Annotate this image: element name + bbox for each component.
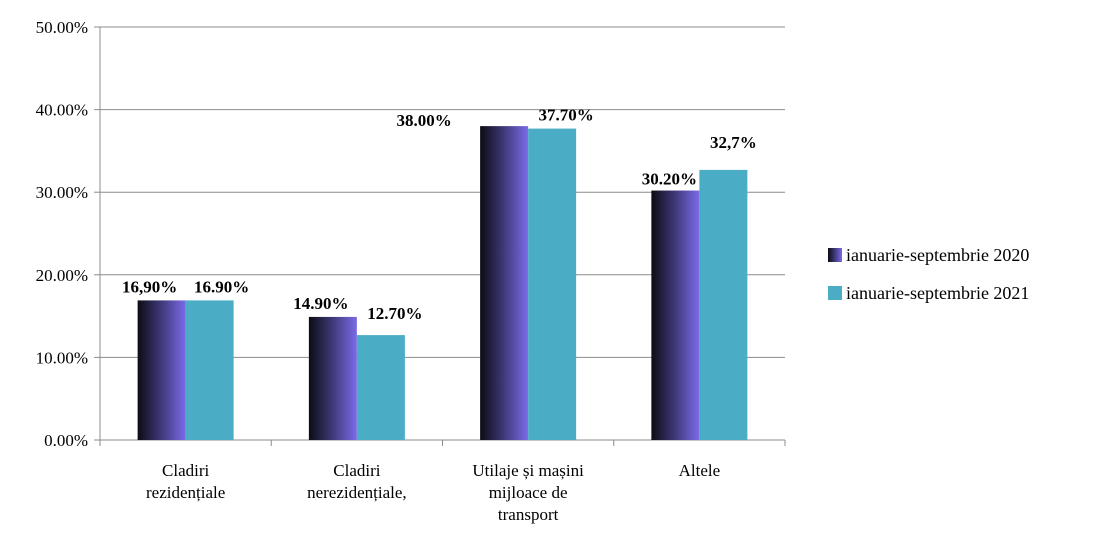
legend-label: ianuarie-septembrie 2021 — [846, 283, 1029, 303]
y-tick-label: 20.00% — [36, 266, 88, 285]
legend: ianuarie-septembrie 2020 ianuarie-septemb… — [828, 245, 1029, 303]
data-labels: 16,90% 16.90% 14.90% 12.70% 38.00% 37.70% 30.2… — [122, 106, 757, 323]
data-label: 16.90% — [194, 277, 249, 296]
data-label: 30.20% — [642, 170, 697, 189]
bar — [308, 316, 357, 440]
bar — [137, 300, 186, 440]
data-label: 32,7% — [710, 133, 757, 152]
y-tick-label: 30.00% — [36, 183, 88, 202]
bar — [185, 300, 234, 440]
bar — [651, 190, 700, 440]
data-label: 38.00% — [397, 111, 452, 130]
bar — [528, 128, 577, 440]
bars — [137, 126, 748, 441]
bar — [699, 169, 748, 440]
legend-swatch — [828, 286, 842, 300]
y-tick-label: 50.00% — [36, 18, 88, 37]
y-tick-label: 40.00% — [36, 101, 88, 120]
x-category-label: Altele — [679, 461, 721, 480]
data-label: 16,90% — [122, 277, 177, 296]
legend-swatch — [828, 248, 842, 262]
x-category-label: Utilaje și mașini mijloace de transport — [472, 461, 584, 524]
y-tick-label: 10.00% — [36, 348, 88, 367]
data-label: 12.70% — [367, 304, 422, 323]
data-label: 14.90% — [293, 294, 348, 313]
x-category-label: Cladiri rezidențiale — [146, 461, 225, 502]
x-category-label: Cladiri nerezidențiale, — [307, 461, 407, 502]
data-label: 37.70% — [539, 106, 594, 125]
y-tick-label: 0.00% — [44, 431, 88, 450]
legend-label: ianuarie-septembrie 2020 — [846, 245, 1029, 265]
bar — [356, 335, 405, 440]
bar — [480, 126, 529, 441]
